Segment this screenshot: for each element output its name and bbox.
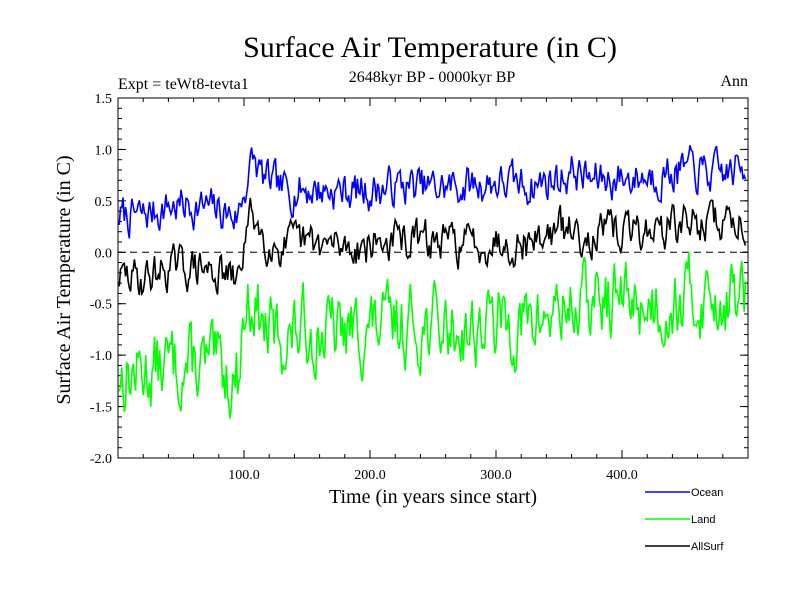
y-tick-label: 1.5 — [95, 92, 113, 107]
plot-area: -2.0 -1.5 -1.0 -0.5 0.0 0.5 1.0 1.5 100.0 200.0 30… — [90, 92, 749, 483]
series-line-land — [118, 251, 747, 419]
legend: Ocean Land AllSurf — [645, 487, 724, 553]
series-line-allsurf — [118, 197, 747, 297]
x-tick-label: 400.0 — [606, 468, 638, 483]
legend-label-land: Land — [691, 514, 715, 526]
chart-title: Surface Air Temperature (in C) — [243, 31, 617, 64]
y-tick-label: -2.0 — [90, 452, 112, 467]
legend-label-ocean: Ocean — [691, 487, 723, 499]
series-line-ocean — [118, 145, 747, 239]
y-tick-label: -1.0 — [90, 349, 112, 364]
x-tick-label: 300.0 — [480, 468, 512, 483]
x-axis-label: Time (in years since start) — [329, 486, 537, 508]
plot-frame — [117, 97, 749, 459]
y-tick-label: 0.0 — [95, 246, 113, 261]
period-label: 2648kyr BP - 0000kyr BP — [349, 69, 516, 86]
x-tick-label: 100.0 — [228, 468, 260, 483]
y-tick-label: -1.5 — [90, 401, 112, 416]
experiment-label: Expt = teWt8-tevta1 — [118, 76, 249, 93]
y-tick-label: 1.0 — [95, 143, 113, 158]
season-label: Ann — [720, 73, 748, 90]
legend-label-allsurf: AllSurf — [691, 541, 724, 553]
x-tick-label: 200.0 — [354, 468, 386, 483]
y-tick-label: 0.5 — [95, 195, 113, 210]
y-tick-label: -0.5 — [90, 298, 112, 313]
y-axis-label: Surface Air Temperature (in C) — [53, 155, 75, 404]
